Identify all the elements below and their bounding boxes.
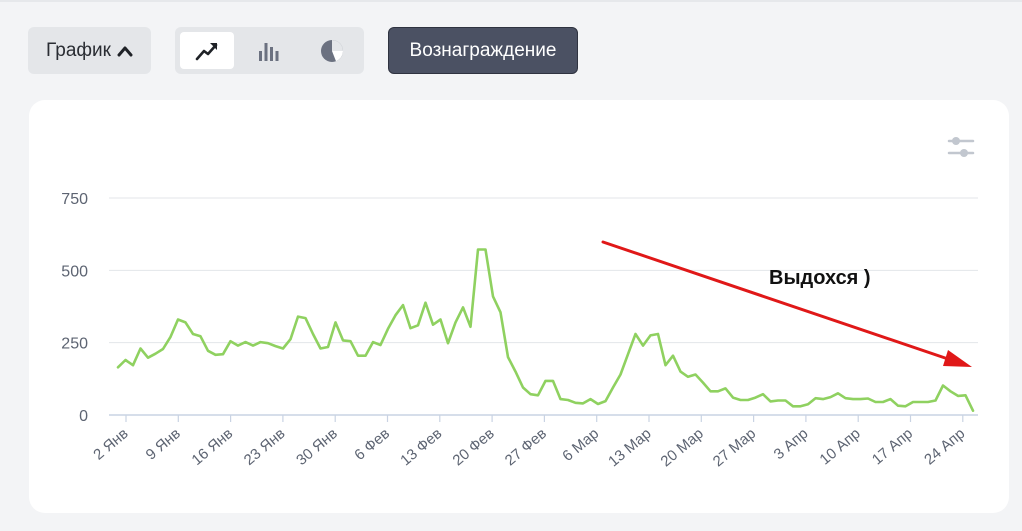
chart-menu-button[interactable]: График [28, 27, 151, 74]
bar-chart-icon [259, 42, 279, 61]
line-view-button[interactable] [180, 32, 234, 69]
x-tick-label: 27 Мар [710, 425, 759, 470]
reward-button[interactable]: Вознаграждение [388, 27, 578, 74]
chart-menu-label: График [46, 39, 111, 61]
x-tick-label: 23 Янв [241, 425, 289, 469]
pie-view-button[interactable] [305, 32, 359, 69]
series-line [116, 248, 975, 413]
pie-chart-icon [321, 39, 343, 62]
line-chart-icon [195, 42, 218, 60]
x-tick-label: 6 Фев [351, 425, 393, 464]
x-tick-label: 30 Янв [293, 425, 341, 469]
chart-card [29, 100, 1009, 513]
x-tick-label: 20 Мар [657, 425, 706, 470]
view-mode-switch [175, 27, 364, 74]
x-tick-label: 3 Апр [771, 425, 812, 463]
x-tick-label: 24 Апр [921, 425, 968, 468]
chart-annotation: Выдохся ) [769, 267, 871, 289]
x-tick-label: 16 Янв [189, 425, 237, 469]
reward-button-label: Вознаграждение [409, 39, 557, 61]
annotation-arrow-head [943, 350, 972, 367]
x-tick-label: 20 Фев [450, 425, 498, 469]
y-tick-label: 500 [61, 263, 88, 280]
annotation-arrow-line [601, 240, 956, 363]
x-tick-label: 6 Мар [559, 425, 602, 465]
y-tick-label: 750 [61, 191, 88, 208]
x-tick-label: 17 Апр [869, 425, 916, 468]
x-tick-label: 27 Фев [502, 425, 550, 469]
top-divider [0, 0, 1022, 2]
chart-settings-icon[interactable] [947, 135, 975, 159]
bar-view-button[interactable] [242, 32, 296, 69]
x-tick-label: 13 Мар [605, 425, 654, 470]
x-tick-label: 2 Янв [90, 425, 131, 463]
x-tick-label: 10 Апр [817, 425, 864, 468]
y-tick-label: 250 [61, 336, 88, 353]
x-tick-label: 9 Янв [143, 425, 184, 463]
x-tick-label: 13 Фев [397, 425, 445, 469]
y-tick-label: 0 [79, 408, 88, 425]
chevron-up-icon [117, 46, 133, 56]
